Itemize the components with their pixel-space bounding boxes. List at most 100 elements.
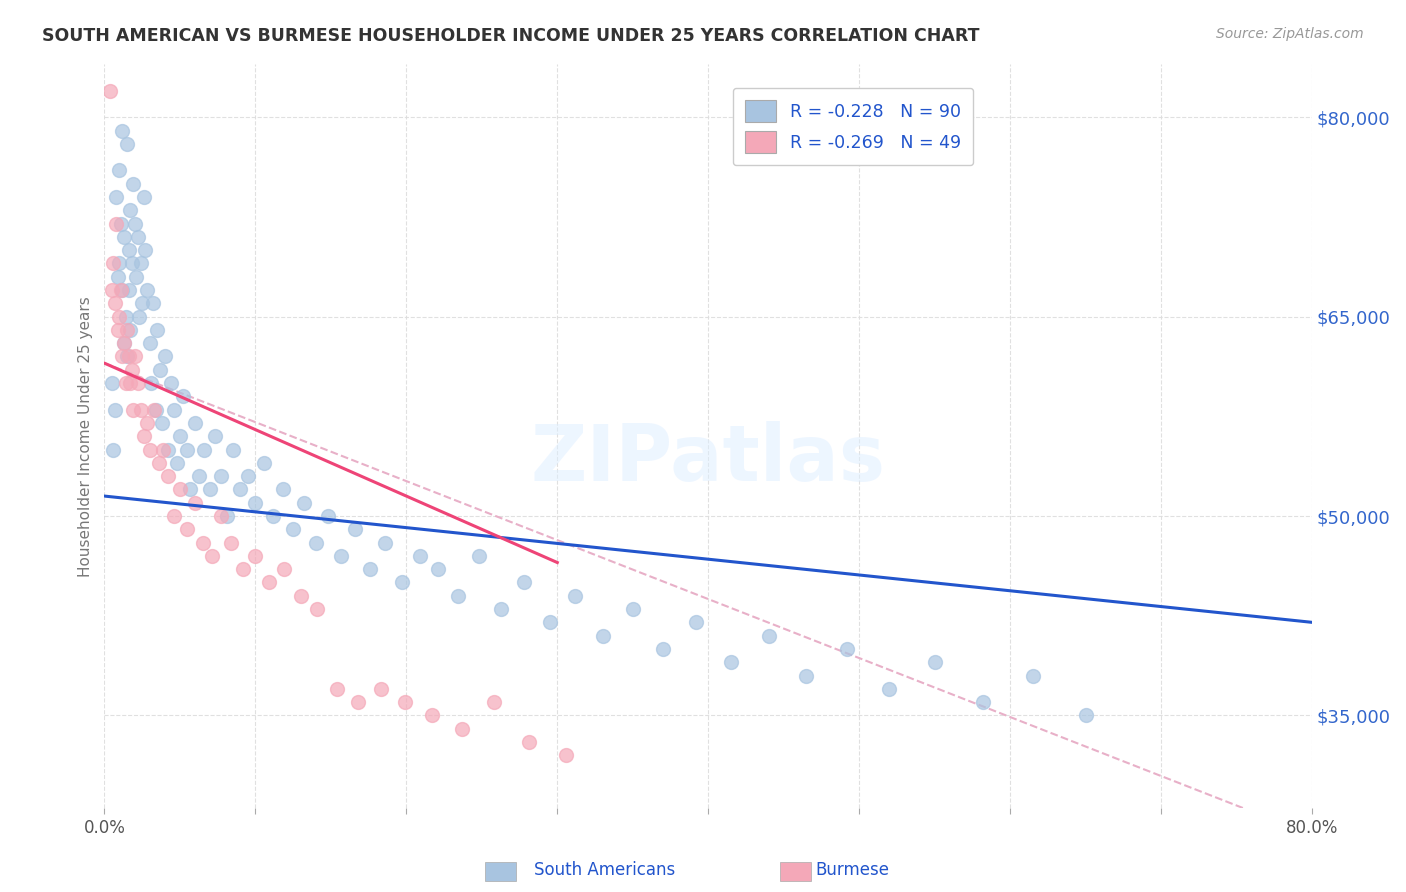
Point bbox=[134, 243, 156, 257]
Point bbox=[204, 429, 226, 443]
Point bbox=[117, 243, 139, 257]
Point bbox=[305, 535, 328, 549]
Point bbox=[122, 177, 145, 191]
Point bbox=[420, 708, 443, 723]
Point bbox=[229, 483, 252, 497]
Point bbox=[153, 350, 176, 364]
Point bbox=[198, 483, 221, 497]
Point bbox=[111, 350, 134, 364]
Point bbox=[159, 376, 181, 390]
Point bbox=[105, 217, 128, 231]
Point bbox=[112, 230, 135, 244]
Point bbox=[796, 668, 818, 682]
Point bbox=[115, 350, 138, 364]
Point bbox=[169, 429, 191, 443]
Point bbox=[758, 629, 780, 643]
Point bbox=[292, 496, 315, 510]
Point bbox=[193, 442, 215, 457]
Point bbox=[146, 323, 169, 337]
Point bbox=[121, 363, 143, 377]
Point bbox=[149, 363, 172, 377]
Point bbox=[111, 283, 134, 297]
Point bbox=[200, 549, 222, 563]
Point bbox=[166, 456, 188, 470]
Point bbox=[191, 535, 214, 549]
Point bbox=[128, 310, 150, 324]
Point bbox=[101, 376, 124, 390]
Point bbox=[236, 469, 259, 483]
Point bbox=[169, 483, 191, 497]
Point bbox=[179, 483, 201, 497]
Point bbox=[108, 163, 131, 178]
Point bbox=[110, 217, 132, 231]
Point bbox=[188, 469, 211, 483]
Point bbox=[141, 376, 163, 390]
Point bbox=[391, 575, 413, 590]
Point bbox=[117, 350, 139, 364]
Point bbox=[184, 496, 207, 510]
Point bbox=[290, 589, 312, 603]
Point bbox=[112, 336, 135, 351]
Point bbox=[125, 269, 148, 284]
Point bbox=[138, 442, 160, 457]
Point bbox=[127, 376, 149, 390]
Point bbox=[112, 336, 135, 351]
Point bbox=[100, 84, 122, 98]
Point bbox=[176, 442, 198, 457]
Point bbox=[163, 402, 186, 417]
Point bbox=[446, 589, 468, 603]
Point bbox=[482, 695, 505, 709]
Point bbox=[347, 695, 370, 709]
Point bbox=[538, 615, 561, 630]
Point bbox=[273, 562, 295, 576]
Point bbox=[343, 522, 366, 536]
Point bbox=[118, 376, 141, 390]
Point bbox=[232, 562, 254, 576]
Y-axis label: Householder Income Under 25 years: Householder Income Under 25 years bbox=[79, 296, 93, 576]
Point bbox=[111, 123, 134, 137]
Text: SOUTH AMERICAN VS BURMESE HOUSEHOLDER INCOME UNDER 25 YEARS CORRELATION CHART: SOUTH AMERICAN VS BURMESE HOUSEHOLDER IN… bbox=[42, 27, 980, 45]
Text: Source: ZipAtlas.com: Source: ZipAtlas.com bbox=[1216, 27, 1364, 41]
Point bbox=[152, 442, 174, 457]
Point bbox=[105, 190, 128, 204]
Point bbox=[142, 296, 165, 310]
Point bbox=[156, 469, 179, 483]
Point bbox=[110, 283, 132, 297]
Point bbox=[145, 402, 167, 417]
Point bbox=[107, 323, 129, 337]
Point bbox=[924, 655, 946, 669]
Point bbox=[114, 310, 136, 324]
Point bbox=[720, 655, 742, 669]
Point bbox=[124, 217, 146, 231]
Point bbox=[132, 190, 155, 204]
Point bbox=[115, 136, 138, 151]
Point bbox=[621, 602, 644, 616]
Point bbox=[972, 695, 994, 709]
Point bbox=[215, 508, 238, 523]
Point bbox=[564, 589, 586, 603]
Point bbox=[1074, 708, 1097, 723]
Point bbox=[245, 549, 267, 563]
Point bbox=[163, 508, 186, 523]
Point bbox=[491, 602, 513, 616]
Text: South Americans: South Americans bbox=[534, 861, 675, 879]
Point bbox=[117, 283, 139, 297]
Point bbox=[879, 681, 901, 696]
Point bbox=[156, 442, 179, 457]
Point bbox=[107, 269, 129, 284]
Point bbox=[150, 416, 173, 430]
Point bbox=[219, 535, 242, 549]
Point bbox=[307, 602, 329, 616]
Point bbox=[118, 203, 141, 218]
Point bbox=[316, 508, 339, 523]
Point bbox=[652, 642, 675, 657]
Point bbox=[326, 681, 349, 696]
Point bbox=[370, 681, 392, 696]
Point bbox=[122, 402, 145, 417]
Point bbox=[427, 562, 450, 576]
Point bbox=[209, 508, 232, 523]
Point bbox=[148, 456, 170, 470]
Point bbox=[124, 350, 146, 364]
Point bbox=[103, 256, 125, 270]
Point bbox=[135, 283, 157, 297]
